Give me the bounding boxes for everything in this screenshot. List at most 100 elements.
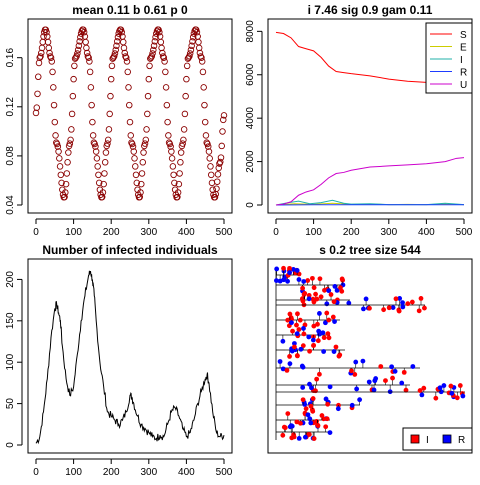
tree-node — [295, 354, 300, 359]
data-point — [220, 129, 226, 135]
data-point — [169, 156, 175, 162]
x-tick-label: 0 — [33, 467, 39, 478]
tree-node — [316, 423, 321, 428]
data-point — [36, 60, 42, 66]
data-point — [177, 171, 183, 177]
y-tick-label: 50 — [5, 398, 16, 410]
x-tick-label: 400 — [178, 227, 195, 238]
data-point — [64, 171, 70, 177]
tree-node — [332, 299, 337, 304]
data-point — [145, 93, 151, 99]
legend-label: S — [460, 30, 467, 41]
x-tick-label: 500 — [216, 227, 233, 238]
data-point — [163, 69, 169, 75]
data-point — [124, 59, 130, 65]
data-point — [50, 69, 56, 75]
data-point — [178, 150, 184, 156]
tree-node — [419, 392, 424, 397]
data-point — [96, 172, 102, 178]
tree-node — [297, 277, 302, 282]
legend-swatch — [443, 435, 451, 443]
data-point — [158, 39, 164, 45]
data-point — [106, 127, 112, 133]
tree-node — [460, 394, 465, 399]
data-point — [164, 102, 170, 108]
tree-node — [316, 329, 321, 334]
tree-node — [287, 270, 292, 275]
x-tick-label: 200 — [103, 467, 120, 478]
tree-node — [334, 345, 339, 350]
data-point — [68, 137, 74, 143]
tree-node — [321, 349, 326, 354]
tree-node — [309, 404, 314, 409]
tree-node — [300, 385, 305, 390]
data-point — [90, 119, 96, 125]
data-point — [170, 164, 176, 170]
data-point — [201, 85, 207, 91]
tree-node — [300, 286, 305, 291]
tree-node — [301, 365, 306, 370]
y-tick-label: 8000 — [245, 20, 256, 43]
tree-node — [410, 300, 415, 305]
tree-node — [350, 403, 355, 408]
y-tick-label: 0.16 — [5, 48, 16, 68]
tree-node — [295, 268, 300, 273]
tree-node — [283, 425, 288, 430]
tree-node — [331, 315, 336, 320]
tree-node — [399, 381, 404, 386]
y-tick-label: 0.04 — [5, 195, 16, 215]
data-point — [125, 69, 131, 75]
data-point — [105, 137, 111, 143]
tree-node — [287, 354, 292, 359]
x-tick-label: 500 — [456, 227, 473, 238]
tree-node — [325, 402, 330, 407]
tree-node — [325, 331, 330, 336]
data-point — [214, 186, 220, 192]
tree-node — [353, 360, 358, 365]
data-point — [35, 91, 41, 97]
data-point — [69, 127, 75, 133]
tree-node — [290, 329, 295, 334]
data-point — [132, 164, 138, 170]
x-tick-label: 200 — [103, 227, 120, 238]
data-point — [178, 159, 184, 165]
tree-node — [327, 335, 332, 340]
data-point — [183, 93, 189, 99]
x-tick-label: 100 — [305, 227, 322, 238]
legend-label: R — [458, 435, 465, 446]
tree-node — [328, 384, 333, 389]
tree-node — [322, 288, 327, 293]
data-point — [141, 150, 147, 156]
chart-title: i 7.46 sig 0.9 gam 0.11 — [308, 3, 433, 17]
tree-node — [338, 285, 343, 290]
data-point — [95, 164, 101, 170]
tree-node — [328, 430, 333, 435]
data-point — [72, 63, 78, 69]
data-point — [35, 74, 41, 80]
chart-title: s 0.2 tree size 544 — [319, 243, 421, 257]
tree-node — [400, 300, 405, 305]
data-point — [94, 156, 100, 162]
tree-node — [314, 377, 319, 382]
data-point — [65, 159, 71, 165]
tree-node — [317, 311, 322, 316]
tree-node — [288, 361, 293, 366]
tree-node — [314, 297, 319, 302]
data-point — [140, 159, 146, 165]
tree-node — [393, 369, 398, 374]
y-tick-label: 6000 — [245, 63, 256, 86]
data-point — [102, 159, 108, 165]
x-tick-label: 400 — [178, 467, 195, 478]
tree-node — [397, 309, 402, 314]
tree-node — [311, 343, 316, 348]
tree-node — [340, 276, 345, 281]
tree-node — [311, 338, 316, 343]
tree-node — [455, 395, 460, 400]
tree-node — [402, 370, 407, 375]
data-point — [181, 127, 187, 133]
data-point — [199, 59, 205, 65]
